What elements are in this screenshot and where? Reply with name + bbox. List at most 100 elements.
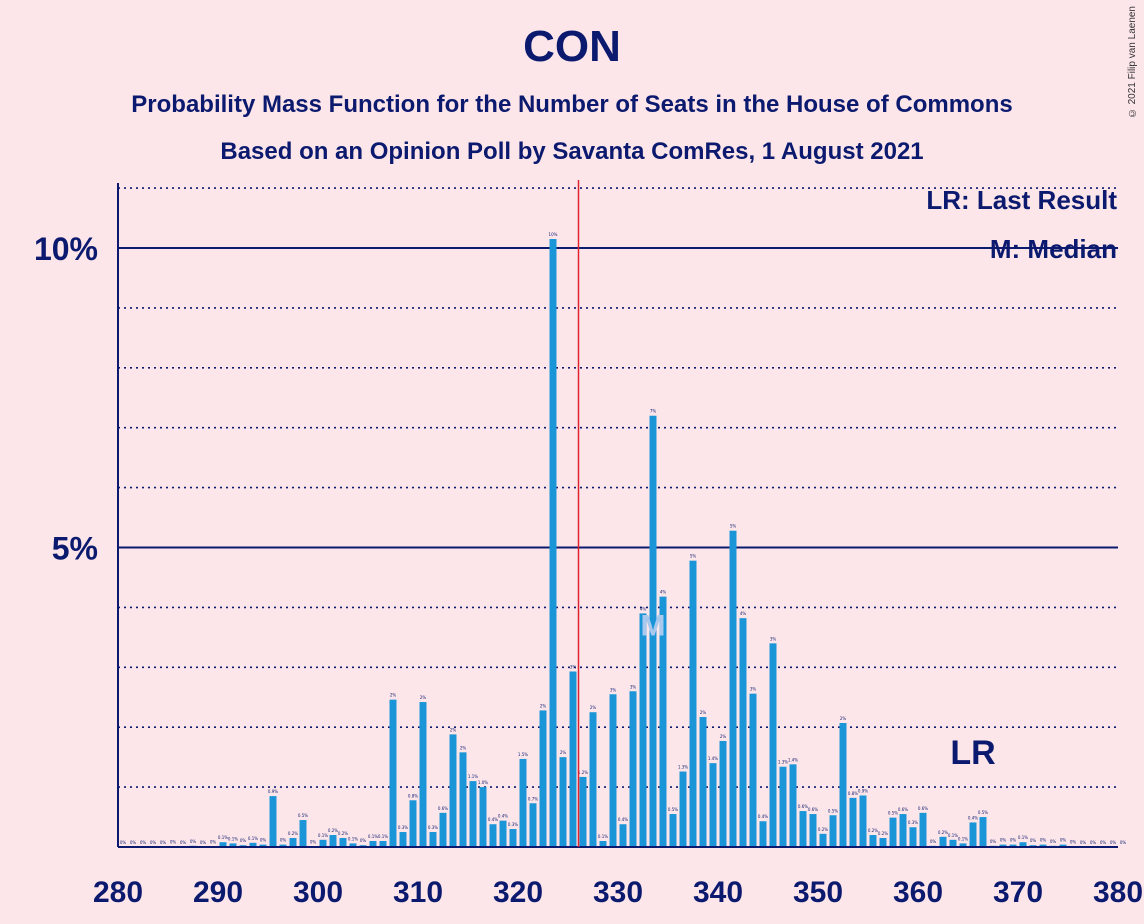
bar-label-seat-371: 0% [1030, 838, 1037, 843]
bar-seat-369 [1009, 844, 1017, 847]
bar-seat-355 [869, 835, 877, 847]
bar-seat-339 [709, 763, 717, 847]
bar-seat-342 [739, 618, 747, 847]
bar-label-seat-352: 2% [840, 716, 847, 721]
bar-label-seat-311: 0.3% [428, 825, 438, 830]
bar-label-seat-281: 0% [130, 840, 137, 845]
bar-label-seat-347: 1.4% [788, 757, 798, 762]
bar-seat-364 [959, 843, 967, 847]
bar-label-seat-346: 1.3% [778, 760, 788, 765]
bar-seat-340 [719, 740, 727, 847]
bar-label-seat-332: 4% [640, 606, 647, 611]
legend-last-result: LR: Last Result [926, 185, 1117, 215]
bar-seat-346 [779, 766, 787, 847]
bar-label-seat-359: 0.3% [908, 820, 918, 825]
bar-seat-312 [439, 812, 447, 847]
bar-label-seat-287: 0% [190, 839, 197, 844]
bar-seat-295 [269, 796, 277, 847]
bar-label-seat-345: 3% [770, 636, 777, 641]
bar-label-seat-337: 5% [690, 554, 697, 559]
bar-label-seat-378: 0% [1100, 840, 1107, 845]
bar-seat-357 [889, 817, 897, 847]
bar-label-seat-314: 2% [460, 745, 467, 750]
bar-label-seat-358: 0.6% [898, 807, 908, 812]
bar-label-seat-322: 2% [540, 703, 547, 708]
bar-label-seat-293: 0.1% [248, 836, 258, 841]
bar-label-seat-312: 0.6% [438, 806, 448, 811]
bar-label-seat-369: 0% [1010, 838, 1017, 843]
median-marker: M [641, 610, 666, 643]
legend-median: M: Median [990, 234, 1117, 264]
bar-label-seat-302: 0.2% [338, 831, 348, 836]
bar-seat-359 [909, 827, 917, 847]
bar-seat-336 [679, 771, 687, 847]
bar-seat-294 [259, 844, 267, 847]
bar-label-seat-338: 2% [700, 710, 707, 715]
bar-seat-334 [659, 596, 667, 847]
axes: 5% 10% 280 290 300 310 320 330 340 350 360 370 380 [34, 183, 1143, 909]
bar-seat-362 [939, 836, 947, 847]
bar-label-seat-333: 7% [650, 409, 657, 414]
bar-seat-372 [1039, 844, 1047, 847]
bar-seat-297 [289, 838, 297, 847]
bar-seat-351 [829, 815, 837, 847]
bar-seat-316 [479, 787, 487, 847]
bar-seat-332 [639, 613, 647, 847]
x-tick-label: 330 [593, 876, 643, 909]
bar-seat-321 [529, 803, 537, 847]
x-tick-label: 320 [493, 876, 543, 909]
bar-label-seat-305: 0.1% [368, 834, 378, 839]
bar-seat-302 [339, 838, 347, 847]
bar-seat-366 [979, 817, 987, 847]
bar-seat-293 [249, 842, 257, 847]
bar-label-seat-286: 0% [180, 840, 187, 845]
bar-seat-356 [879, 838, 887, 847]
bar-label-seat-304: 0% [360, 838, 367, 843]
chart-subtitle: Probability Mass Function for the Number… [131, 91, 1013, 118]
bar-seat-328 [599, 841, 607, 847]
x-tick-label: 380 [1093, 876, 1143, 909]
bar-label-seat-297: 0.2% [288, 831, 298, 836]
bar-label-seat-356: 0.2% [878, 831, 888, 836]
bar-seat-319 [509, 829, 517, 847]
bar-label-seat-295: 0.9% [268, 789, 278, 794]
bar-label-seat-285: 0% [170, 839, 177, 844]
bar-label-seat-331: 3% [630, 684, 637, 689]
bar-seat-352 [839, 723, 847, 847]
x-tick-label: 300 [293, 876, 343, 909]
bar-seat-317 [489, 824, 497, 847]
bar-seat-338 [699, 717, 707, 847]
bar-label-seat-284: 0% [160, 840, 167, 845]
bar-label-seat-300: 0.1% [318, 833, 328, 838]
bar-label-seat-310: 2% [420, 695, 427, 700]
bar-label-seat-362: 0.2% [938, 830, 948, 835]
bar-series [169, 239, 1077, 847]
bar-label-seat-292: 0% [240, 838, 247, 843]
last-result-marker: LR [950, 734, 995, 772]
bar-label-seat-294: 0% [260, 838, 267, 843]
bar-seat-320 [519, 758, 527, 847]
bar-seat-358 [899, 814, 907, 847]
bar-seat-343 [749, 693, 757, 847]
bar-seat-323 [549, 239, 557, 847]
bar-seat-300 [319, 839, 327, 847]
bar-seat-365 [969, 822, 977, 847]
x-tick-label: 290 [193, 876, 243, 909]
bar-label-seat-342: 4% [740, 611, 747, 616]
bar-label-seat-323: 10% [549, 232, 558, 237]
bar-seat-326 [579, 776, 587, 847]
bar-seat-296 [279, 844, 287, 847]
bar-label-seat-319: 0.3% [508, 822, 518, 827]
bar-seat-311 [429, 832, 437, 847]
bar-label-seat-379: 0% [1110, 840, 1117, 845]
bar-label-seat-344: 0.4% [758, 814, 768, 819]
bar-label-seat-328: 0.1% [598, 834, 608, 839]
bar-value-labels: 0% 0% 0% 0% 0% 0% 0% 0% 0% 0%0.1% 0.1% 0% 0.1% 0%0.9%… [120, 232, 1127, 845]
bar-label-seat-282: 0% [140, 840, 147, 845]
bar-seat-350 [819, 833, 827, 847]
bar-label-seat-317: 0.4% [488, 817, 498, 822]
x-tick-label: 370 [993, 876, 1043, 909]
bar-label-seat-350: 0.2% [818, 827, 828, 832]
x-tick-label: 350 [793, 876, 843, 909]
bar-label-seat-325: 3% [570, 664, 577, 669]
